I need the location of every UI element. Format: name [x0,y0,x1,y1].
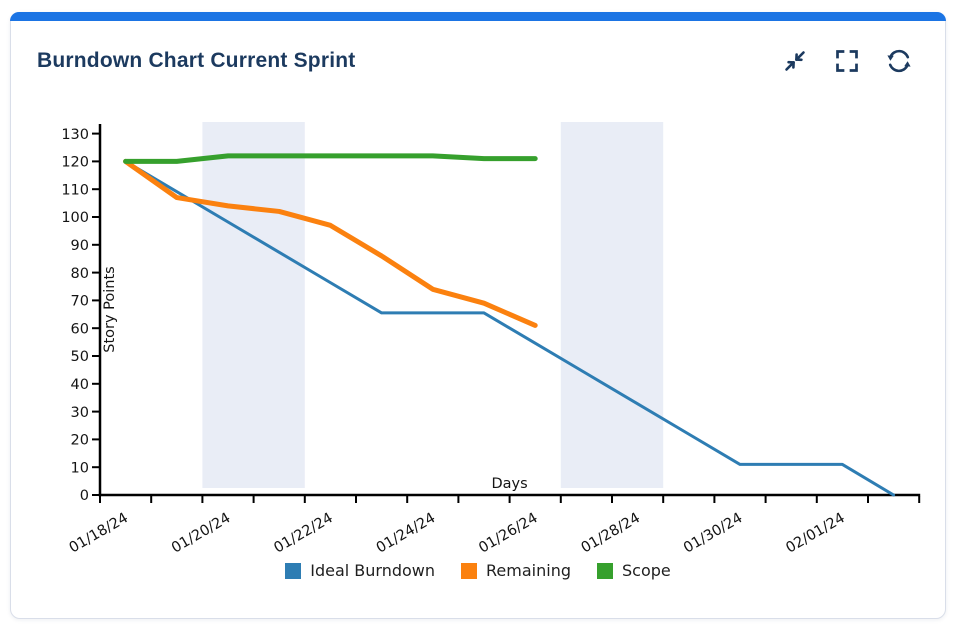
collapse-button[interactable] [781,47,809,75]
series-remaining [123,158,538,328]
legend-swatch [285,562,302,579]
fullscreen-icon [836,50,858,72]
widget-toolbar [781,47,913,75]
series-ideal-burndown [124,159,896,497]
shrink-icon [785,51,805,71]
chart-legend: Ideal Burndown Remaining Scope [11,561,945,580]
legend-item-ideal-burndown: Ideal Burndown [285,561,435,580]
x-tick-label: 01/30/24 [681,510,745,556]
x-tick-label: 01/26/24 [476,510,540,556]
y-tick-label: 70 [71,294,89,310]
legend-swatch [461,562,478,579]
y-tick-label: 50 [71,349,89,365]
x-tick-label: 01/20/24 [169,510,233,556]
x-tick-label: 01/22/24 [271,510,335,556]
y-tick-label: 80 [71,266,89,282]
x-tick-label: 01/28/24 [579,510,643,556]
legend-swatch [597,562,613,579]
card-accent-bar [10,12,946,21]
x-tick-label: 01/18/24 [67,510,131,556]
weekend-band [560,122,664,488]
y-tick-label: 40 [71,377,89,393]
refresh-button[interactable] [885,47,913,75]
series-scope [123,153,538,164]
legend-label: Ideal Burndown [310,561,436,580]
y-tick-label: 100 [61,210,89,226]
burndown-widget: Burndown Chart Current Sprint 01/18/24 01… [10,12,946,619]
y-axis-title: Story Points [102,266,118,352]
legend-label: Remaining [486,561,571,580]
x-tick-label: 01/24/24 [374,510,438,556]
y-tick-label: 60 [71,321,89,337]
y-tick-label: 130 [61,127,89,143]
y-tick-label: 20 [71,433,89,449]
y-tick-label: 10 [71,460,89,476]
legend-item-remaining: Remaining [461,561,571,580]
x-tick-label: 02/01/24 [783,510,847,556]
burndown-chart: 01/18/24 01/20/24 01/22/24 01/24/24 01/26/24… [61,122,921,557]
x-axis-title: Days [492,476,528,492]
widget-title: Burndown Chart Current Sprint [37,49,356,72]
y-tick-label: 90 [71,238,89,254]
y-tick-label: 30 [71,405,89,421]
weekend-band [202,122,305,488]
legend-label: Scope [622,561,671,580]
refresh-icon [887,49,911,73]
legend-item-scope: Scope [597,561,671,580]
fullscreen-button[interactable] [833,47,861,75]
y-tick-label: 120 [61,155,89,171]
y-tick-label: 0 [80,488,89,504]
y-tick-label: 110 [61,182,89,198]
